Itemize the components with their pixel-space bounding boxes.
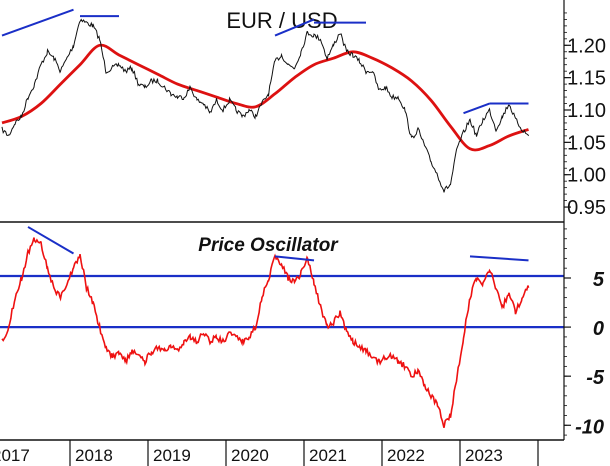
price-y-tick-label: 1.10 [567,100,606,122]
price-y-tick-label: 1.05 [567,132,606,154]
moving-average-line [1,43,529,152]
price-trendline-5 [463,102,490,115]
oscillator-line [1,237,530,428]
x-tick-label: 2023 [465,446,503,465]
oscillator-y-tick-label: 5 [593,269,605,291]
oscillator-trendline-1 [27,226,75,255]
x-tick-label: 2020 [231,446,269,465]
oscillator-y-tick-label: -10 [575,416,604,438]
oscillator-trendline-2 [274,255,315,262]
price-y-axis: 0.95 1.00 1.05 1.10 1.15 1.20 [564,12,606,219]
oscillator-y-tick-label: 0 [593,318,604,340]
price-trendline-3 [274,18,315,37]
oscillator-y-tick-label: -5 [586,367,605,389]
oscillator-plot-area [0,226,564,428]
price-y-tick-label: 1.00 [567,165,606,187]
price-panel: EUR / USD 0.95 1.00 1.05 1.10 1.15 1.20 [1,8,606,219]
x-axis: 2017 2018 2019 2020 2021 2022 2023 [0,440,539,466]
price-trendline-1 [1,8,74,37]
oscillator-y-axis: -10 -5 0 5 [564,228,605,438]
price-chart-title: EUR / USD [226,8,337,33]
price-line [1,18,529,193]
oscillator-trendline-3 [469,255,529,262]
x-tick-label: 2022 [387,446,425,465]
oscillator-chart-title: Price Oscillator [198,235,339,256]
price-plot-area [1,8,529,193]
x-tick-label: 2017 [0,446,30,465]
x-tick-label: 2018 [75,446,113,465]
price-y-tick-label: 1.20 [567,35,606,57]
price-y-tick-label: 1.15 [567,68,606,90]
x-tick-label: 2021 [309,446,347,465]
price-y-tick-label: 0.95 [567,197,606,219]
x-tick-label: 2019 [153,446,191,465]
oscillator-panel: Price Oscillator -10 -5 0 5 [0,226,605,438]
